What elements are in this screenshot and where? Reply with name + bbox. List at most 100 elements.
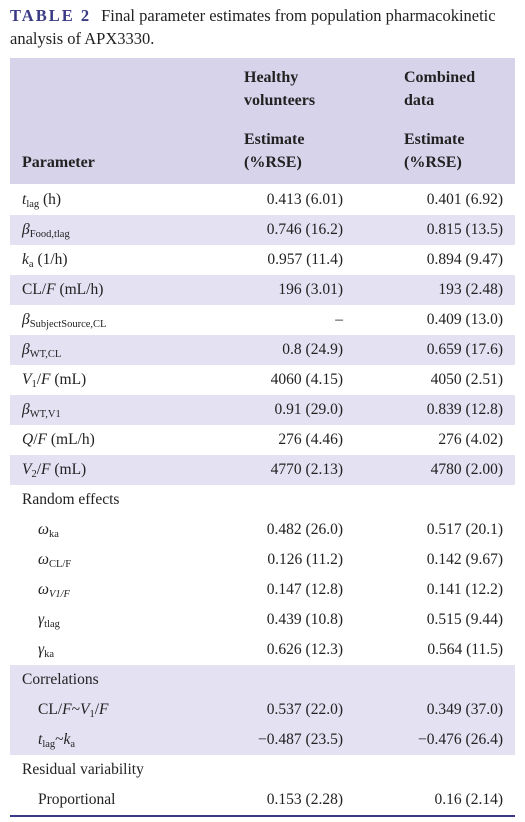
parameter-text: CL/F bbox=[48, 559, 72, 570]
estimate-cell: 276 (4.02) bbox=[438, 431, 503, 448]
parameter-text: CL/ bbox=[22, 281, 47, 298]
table-row: CL/F (mL/h) 196 (3.01) 193 (2.48) bbox=[10, 275, 515, 305]
parameter-text: t bbox=[38, 731, 43, 748]
parameter-text: V bbox=[79, 701, 90, 718]
parameter-text: / bbox=[33, 431, 38, 448]
estimate-cell: 0.626 (12.3) bbox=[266, 641, 343, 658]
parameter-cell: Q/F (mL/h) bbox=[22, 425, 95, 455]
estimate-cell: 0.482 (26.0) bbox=[266, 521, 343, 538]
table-row: Proportional 0.153 (2.28) 0.16 (2.14) bbox=[10, 785, 515, 815]
estimate-cell: – bbox=[335, 311, 343, 328]
parameter-text: γ bbox=[38, 611, 45, 628]
estimate-cell: 0.815 (13.5) bbox=[426, 221, 503, 238]
parameter-text: k bbox=[63, 731, 71, 748]
parameter-text: F bbox=[99, 701, 109, 718]
parameter-text: F bbox=[37, 431, 47, 448]
parameter-text: / bbox=[36, 371, 42, 388]
table-row: βWT,V1 0.91 (29.0) 0.839 (12.8) bbox=[10, 395, 515, 425]
parameter-text: ~ bbox=[55, 731, 64, 748]
estimate-cell: 0.142 (9.67) bbox=[426, 551, 503, 568]
parameter-cell: V2/F (mL) bbox=[22, 455, 86, 485]
parameter-cell: βFood,tlag bbox=[22, 215, 70, 245]
estimate-cell: 0.141 (12.2) bbox=[426, 581, 503, 598]
parameter-cell: tlag (h) bbox=[22, 185, 61, 215]
table-row: Random effects bbox=[10, 485, 515, 515]
parameter-text: a bbox=[28, 259, 34, 270]
parameter-text: ω bbox=[38, 551, 49, 568]
table-row: V1/F (mL) 4060 (4.15) 4050 (2.51) bbox=[10, 365, 515, 395]
parameter-text: β bbox=[22, 311, 30, 328]
parameter-cell: ka (1/h) bbox=[22, 245, 68, 275]
table-row: ka (1/h) 0.957 (11.4) 0.894 (9.47) bbox=[10, 245, 515, 275]
parameter-text: (1/h) bbox=[33, 251, 68, 268]
header-cell: Estimate (%RSE) bbox=[244, 131, 305, 171]
parameter-text: (mL/h) bbox=[55, 281, 104, 298]
parameter-text: F bbox=[41, 461, 51, 478]
parameter-cell: Residual variability bbox=[22, 755, 144, 785]
table-row: γka 0.626 (12.3) 0.564 (11.5) bbox=[10, 635, 515, 665]
table-row: βSubjectSource,CL – 0.409 (13.0) bbox=[10, 305, 515, 335]
table-label: TABLE 2 bbox=[10, 6, 92, 25]
estimate-cell: 0.746 (16.2) bbox=[266, 221, 343, 238]
table-row: βWT,CL 0.8 (24.9) 0.659 (17.6) bbox=[10, 335, 515, 365]
parameter-text: WT,CL bbox=[29, 349, 62, 360]
parameter-text: Proportional bbox=[38, 791, 116, 808]
estimate-cell: 0.564 (11.5) bbox=[427, 641, 503, 658]
parameter-text: tlag bbox=[44, 619, 60, 630]
parameter-text: 1 bbox=[31, 379, 37, 390]
parameter-text: β bbox=[22, 221, 30, 238]
parameter-text: ka bbox=[48, 529, 59, 540]
parameter-text: F bbox=[46, 281, 56, 298]
table-body: tlag (h) 0.413 (6.01) 0.401 (6.92) βFood,tl… bbox=[10, 185, 515, 815]
parameter-cell: Random effects bbox=[22, 485, 119, 515]
parameter-cell: CL/F~V1/F bbox=[38, 695, 108, 725]
estimate-cell: 0.349 (37.0) bbox=[426, 701, 503, 718]
parameter-text: ~ bbox=[71, 701, 80, 718]
parameter-text: 2 bbox=[31, 469, 37, 480]
parameter-text: WT,V1 bbox=[29, 409, 61, 420]
caption-text: Final parameter estimates from populatio… bbox=[10, 6, 496, 48]
estimate-cell: 0.894 (9.47) bbox=[426, 251, 503, 268]
estimate-cell: 0.517 (20.1) bbox=[426, 521, 503, 538]
parameter-cell: CL/F (mL/h) bbox=[22, 275, 103, 305]
table-row: γtlag 0.439 (10.8) 0.515 (9.44) bbox=[10, 605, 515, 635]
parameter-text: β bbox=[22, 401, 30, 418]
parameter-cell: Proportional bbox=[38, 785, 116, 815]
estimate-cell: 0.515 (9.44) bbox=[426, 611, 503, 628]
table-row: βFood,tlag 0.746 (16.2) 0.815 (13.5) bbox=[10, 215, 515, 245]
table-row: Correlations bbox=[10, 665, 515, 695]
estimate-cell: −0.476 (26.4) bbox=[418, 731, 503, 748]
estimate-cell: 0.409 (13.0) bbox=[426, 311, 503, 328]
header-cell: Healthy volunteers bbox=[244, 69, 316, 109]
parameter-text: CL/ bbox=[38, 701, 63, 718]
estimate-cell: 0.537 (22.0) bbox=[266, 701, 343, 718]
table-row: Q/F (mL/h) 276 (4.46) 276 (4.02) bbox=[10, 425, 515, 455]
estimate-cell: 0.153 (2.28) bbox=[266, 791, 343, 808]
estimate-cell: 0.8 (24.9) bbox=[282, 341, 343, 358]
parameter-text: k bbox=[22, 251, 29, 268]
parameter-text: (h) bbox=[39, 191, 62, 208]
table-row: ωV1/F 0.147 (12.8) 0.141 (12.2) bbox=[10, 575, 515, 605]
parameter-text: (mL) bbox=[50, 371, 87, 388]
parameter-cell: βWT,CL bbox=[22, 335, 61, 365]
estimate-cell: 0.439 (10.8) bbox=[266, 611, 343, 628]
parameter-text: ω bbox=[38, 581, 49, 598]
parameter-cell: ωCL/F bbox=[38, 545, 71, 575]
parameter-text: / bbox=[94, 701, 100, 718]
parameter-text: a bbox=[70, 739, 76, 750]
parameter-text: ka bbox=[44, 649, 55, 660]
estimate-cell: 0.147 (12.8) bbox=[266, 581, 343, 598]
estimate-cell: 0.16 (2.14) bbox=[434, 791, 503, 808]
estimate-cell: 4060 (4.15) bbox=[270, 371, 343, 388]
parameter-text: lag bbox=[42, 739, 56, 750]
estimate-cell: 276 (4.46) bbox=[278, 431, 343, 448]
table-row: tlag (h) 0.413 (6.01) 0.401 (6.92) bbox=[10, 185, 515, 215]
parameter-text: F bbox=[62, 701, 72, 718]
table-rule bbox=[10, 815, 515, 817]
parameter-text: V bbox=[22, 461, 32, 478]
parameter-text: t bbox=[22, 191, 27, 208]
header-cell: Parameter bbox=[22, 154, 95, 171]
parameter-text: V1/F bbox=[48, 589, 70, 600]
table-row: Residual variability bbox=[10, 755, 515, 785]
